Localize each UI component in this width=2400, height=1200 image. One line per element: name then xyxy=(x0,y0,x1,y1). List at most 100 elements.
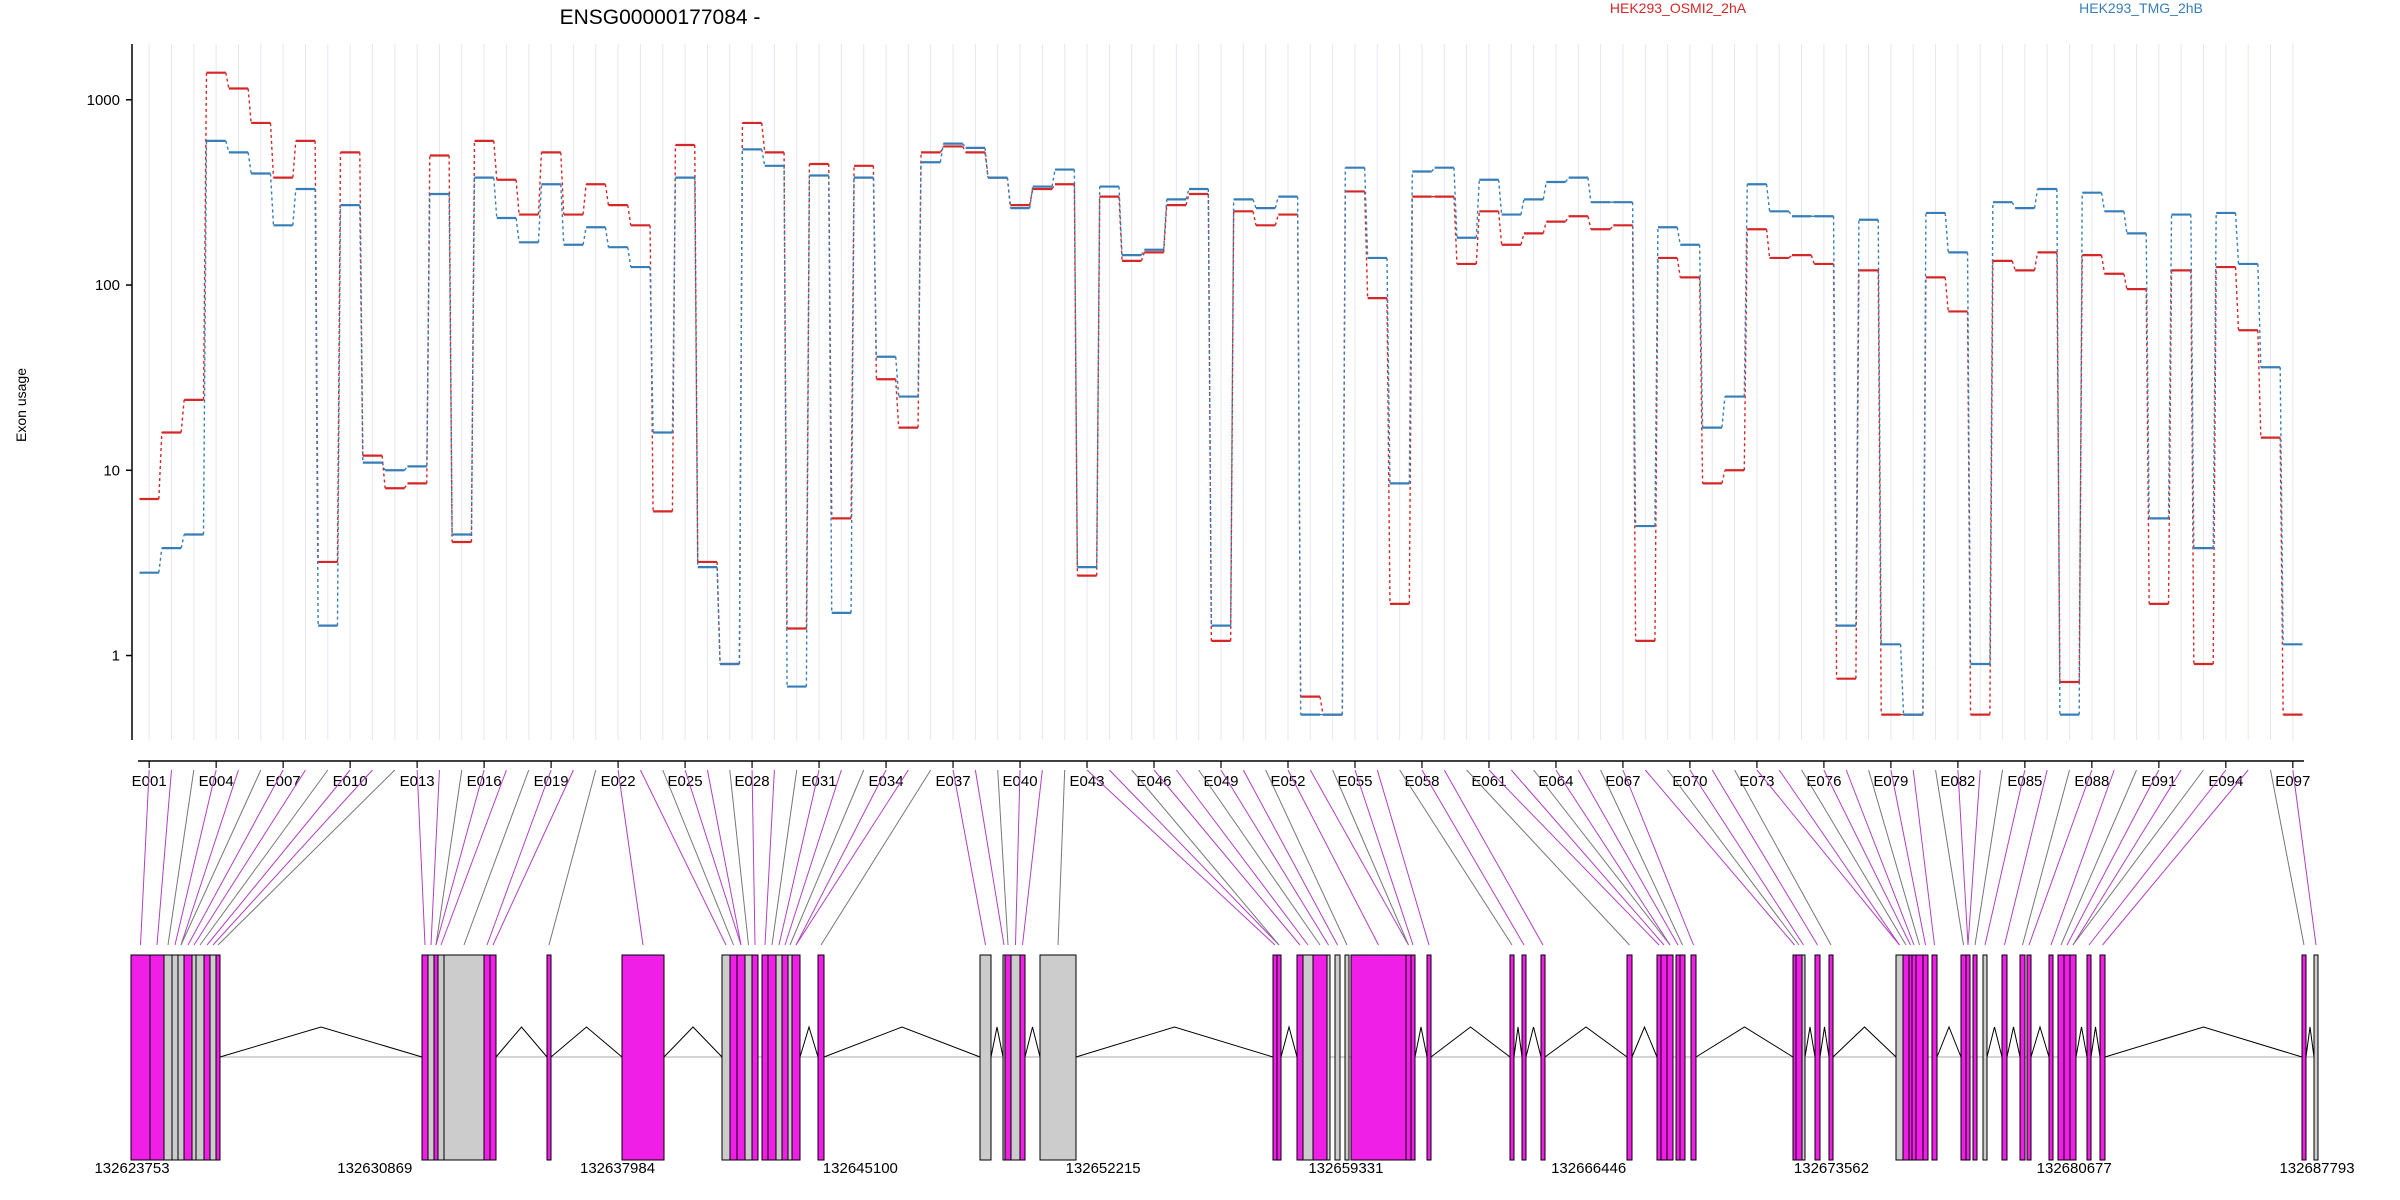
series-connector xyxy=(2100,192,2106,212)
exon-block xyxy=(2099,954,2106,1161)
exon-block xyxy=(1296,954,1304,1161)
series-connector xyxy=(2234,267,2240,331)
series-connector xyxy=(761,122,766,153)
intron-line xyxy=(2090,1026,2101,1058)
series-connector xyxy=(493,140,498,180)
exon-block xyxy=(1911,954,1917,1161)
exon-block xyxy=(427,954,435,1161)
intron-line xyxy=(2030,1025,2050,1058)
intron-line xyxy=(1513,1026,1523,1058)
exon-connector xyxy=(217,769,396,946)
x-tick-label: E088 xyxy=(2074,773,2109,790)
exon-connector xyxy=(486,769,552,946)
series-connector xyxy=(2078,255,2083,682)
series-connector xyxy=(448,155,453,543)
series-connector xyxy=(1743,229,1748,471)
exon-connector xyxy=(2004,769,2048,946)
exon-block xyxy=(791,954,801,1161)
series-connector xyxy=(292,188,297,226)
exon-block xyxy=(1982,954,1988,1161)
exon-block xyxy=(1915,954,1924,1161)
exon-block xyxy=(195,954,205,1161)
intron-line xyxy=(1430,1026,1511,1058)
genomic-tick-label: 132680677 xyxy=(2037,1160,2112,1177)
series-connector xyxy=(962,146,967,153)
series-connector xyxy=(2234,212,2240,264)
exon-connector xyxy=(1667,769,1800,946)
series-connector xyxy=(1989,202,1994,665)
series-connector xyxy=(515,179,520,215)
x-tick-label: E019 xyxy=(534,773,569,790)
x-tick-label: E013 xyxy=(400,773,435,790)
series-connector xyxy=(1922,212,1927,715)
genomic-tick-label: 132630869 xyxy=(337,1160,412,1177)
series-connector xyxy=(2212,267,2217,665)
exon-connector xyxy=(795,769,909,946)
series-connector xyxy=(1296,196,1302,715)
x-tick-label: E091 xyxy=(2141,773,2176,790)
exon-block xyxy=(761,954,769,1161)
exon-connector xyxy=(771,769,798,946)
genomic-tick-label: 132623753 xyxy=(94,1160,169,1177)
exon-connector xyxy=(795,769,887,946)
series-connector xyxy=(1877,219,1882,645)
series-connector xyxy=(1274,214,1279,226)
exon-block xyxy=(621,954,665,1161)
exon-block xyxy=(163,954,173,1161)
exon-connector xyxy=(1974,769,2004,946)
exon-connector xyxy=(2066,769,2160,946)
genomic-tick-label: 132652215 xyxy=(1066,1160,1141,1177)
intron-line xyxy=(663,1026,723,1058)
series-connector xyxy=(180,399,185,433)
y-axis-label: Exon usage xyxy=(13,368,29,442)
x-tick-label: E082 xyxy=(1940,773,1975,790)
x-tick-label: E076 xyxy=(1806,773,1841,790)
exon-connector xyxy=(435,769,485,946)
x-tick-label: E055 xyxy=(1337,773,1372,790)
x-tick-label: E016 xyxy=(467,773,502,790)
exon-block xyxy=(1521,954,1527,1161)
series-connector xyxy=(1319,696,1324,715)
series-connector xyxy=(1944,212,1949,253)
y-tick-label: 1 xyxy=(112,648,120,665)
series-connector xyxy=(939,146,945,153)
intron-line xyxy=(1525,1026,1542,1058)
exon-block xyxy=(775,954,783,1161)
exon-block xyxy=(1276,954,1282,1161)
exon-block xyxy=(1272,954,1278,1161)
exon-block xyxy=(817,954,825,1161)
exon-connector xyxy=(952,769,986,946)
exon-block xyxy=(1626,954,1633,1161)
series-connector xyxy=(1207,188,1213,626)
series-connector xyxy=(962,143,967,149)
exon-connector xyxy=(1912,769,1935,946)
series-connector xyxy=(1788,210,1793,217)
series-connector xyxy=(1520,199,1525,215)
exon-block xyxy=(2019,954,2026,1161)
exon-block xyxy=(209,954,217,1161)
exon-block xyxy=(2086,954,2092,1161)
exon-block xyxy=(191,954,197,1161)
exon-block xyxy=(1326,954,1331,1161)
y-tick-label: 100 xyxy=(95,277,120,294)
exon-connector xyxy=(1778,769,1900,946)
legend-entry-series-1: HEK293_OSMI2_2hA xyxy=(1610,0,1747,16)
exon-connector xyxy=(1057,769,1066,946)
exon-connector xyxy=(1399,769,1513,946)
x-tick-label: E010 xyxy=(333,773,368,790)
series-connector xyxy=(1475,211,1480,264)
series-connector xyxy=(1497,211,1503,245)
exon-block xyxy=(744,954,753,1161)
series-connector xyxy=(2100,255,2106,274)
series-connector xyxy=(381,455,386,489)
exon-block xyxy=(443,954,485,1161)
exon-block xyxy=(177,954,185,1161)
exon-block xyxy=(781,954,789,1161)
intron-line xyxy=(1280,1025,1298,1058)
exon-connector xyxy=(212,769,373,946)
genomic-tick-label: 132673562 xyxy=(1794,1160,1869,1177)
series-connector xyxy=(828,175,833,613)
exon-connector xyxy=(2050,769,2115,946)
series-connector xyxy=(1676,257,1681,278)
series-connector xyxy=(158,548,163,573)
